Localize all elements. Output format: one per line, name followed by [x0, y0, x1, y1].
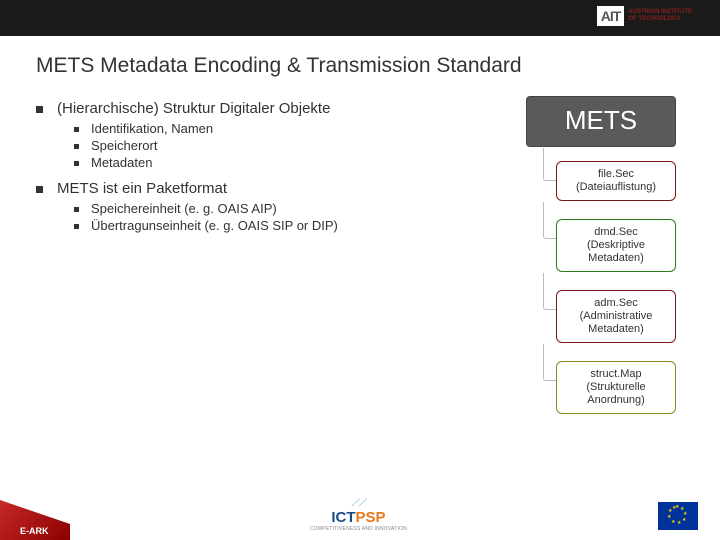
square-bullet-icon — [36, 186, 43, 193]
square-bullet-icon — [74, 144, 79, 149]
square-bullet-icon — [74, 127, 79, 132]
ict-text: ICT — [331, 509, 355, 526]
bullet-l2: Speichereinheit (e. g. OAIS AIP) — [74, 201, 456, 216]
sub-bullets-2: Speichereinheit (e. g. OAIS AIP) Übertra… — [74, 201, 456, 233]
eu-stars: ★★ ★★ ★★ ★★ ★ — [667, 505, 689, 527]
section-title: adm.Sec — [561, 297, 671, 310]
bullet-text: Speichereinheit (e. g. OAIS AIP) — [91, 201, 277, 216]
mets-section-node: file.Sec(Dateiauflistung) — [556, 161, 676, 201]
mets-section-node: adm.Sec(Administrative Metadaten) — [556, 290, 676, 343]
ait-mark: AIT — [597, 6, 625, 26]
mets-root-node: METS — [526, 96, 676, 147]
ait-text-1: AUSTRIAN INSTITUTE — [628, 9, 692, 16]
top-bar: AIT AUSTRIAN INSTITUTE OF TECHNOLOGY — [0, 0, 720, 36]
section-subtitle: (Dateiauflistung) — [561, 181, 671, 194]
bullet-l2: Speicherort — [74, 138, 456, 153]
eark-label: E-ARK — [20, 526, 49, 536]
content-area: (Hierarchische) Struktur Digitaler Objek… — [36, 100, 456, 243]
bullet-l2: Identifikation, Namen — [74, 121, 456, 136]
bullet-text: Identifikation, Namen — [91, 121, 213, 136]
section-subtitle: (Deskriptive Metadaten) — [561, 239, 671, 265]
slide-title: METS Metadata Encoding & Transmission St… — [0, 36, 720, 78]
mets-diagram: METS file.Sec(Dateiauflistung)dmd.Sec(De… — [538, 96, 692, 432]
square-bullet-icon — [74, 161, 79, 166]
bullet-l1: (Hierarchische) Struktur Digitaler Objek… — [36, 100, 456, 117]
ait-text-2: OF TECHNOLOGY — [628, 16, 692, 23]
square-bullet-icon — [74, 207, 79, 212]
bullet-text: METS ist ein Paketformat — [57, 180, 227, 197]
eu-flag-icon: ★★ ★★ ★★ ★★ ★ — [658, 502, 698, 530]
bullet-text: (Hierarchische) Struktur Digitaler Objek… — [57, 100, 330, 117]
swoosh-icon: ⟋⟋ — [310, 498, 407, 509]
bullet-l2: Übertragunseinheit (e. g. OAIS SIP or DI… — [74, 218, 456, 233]
sub-bullets-1: Identifikation, Namen Speicherort Metada… — [74, 121, 456, 170]
ait-logo: AIT AUSTRIAN INSTITUTE OF TECHNOLOGY — [597, 6, 692, 26]
section-title: struct.Map — [561, 368, 671, 381]
psp-text: PSP — [356, 509, 386, 526]
section-title: file.Sec — [561, 168, 671, 181]
square-bullet-icon — [74, 224, 79, 229]
bullet-text: Speicherort — [91, 138, 157, 153]
ict-subtitle: COMPETITIVENESS AND INNOVATION — [310, 526, 407, 532]
bullet-text: Metadaten — [91, 155, 152, 170]
bullet-text: Übertragunseinheit (e. g. OAIS SIP or DI… — [91, 218, 338, 233]
mets-section-node: struct.Map(Strukturelle Anordnung) — [556, 361, 676, 414]
mets-section-node: dmd.Sec(Deskriptive Metadaten) — [556, 219, 676, 272]
section-subtitle: (Administrative Metadaten) — [561, 310, 671, 336]
bullet-l1: METS ist ein Paketformat — [36, 180, 456, 197]
bullet-l2: Metadaten — [74, 155, 456, 170]
ictpsp-logo: ⟋⟋ ICTPSP COMPETITIVENESS AND INNOVATION — [310, 498, 407, 532]
section-subtitle: (Strukturelle Anordnung) — [561, 381, 671, 407]
footer: E-ARK ⟋⟋ ICTPSP COMPETITIVENESS AND INNO… — [0, 480, 720, 540]
square-bullet-icon — [36, 106, 43, 113]
section-title: dmd.Sec — [561, 226, 671, 239]
